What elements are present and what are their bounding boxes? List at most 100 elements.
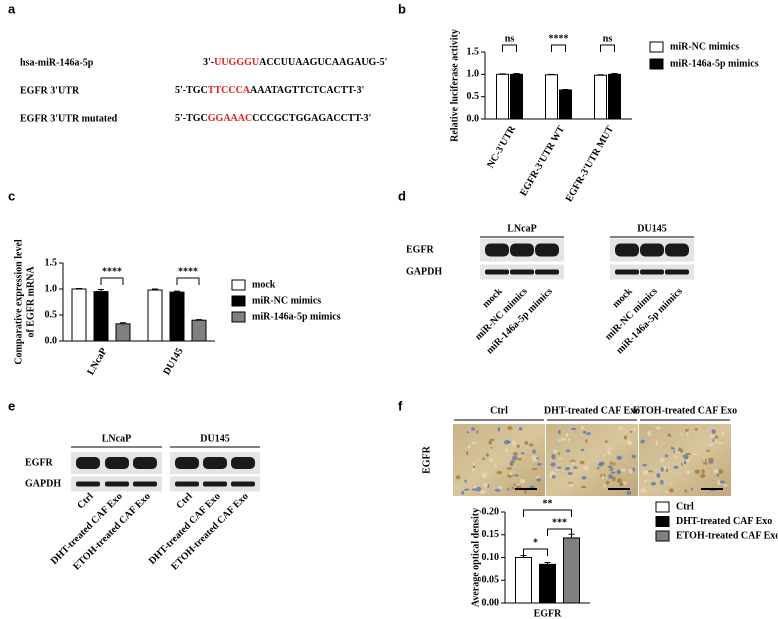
panel-label: a bbox=[8, 1, 16, 16]
significance-label: ns bbox=[603, 33, 613, 44]
blot-row-label: GAPDH bbox=[406, 266, 442, 277]
ihc-cell bbox=[490, 446, 493, 449]
bar bbox=[496, 73, 509, 120]
ihc-cell bbox=[532, 458, 538, 462]
ihc-cell bbox=[690, 487, 693, 491]
ihc-cell bbox=[515, 485, 522, 489]
sequence: 3'-UUGGGUACCUUAAGUCAAGAUG-5' bbox=[203, 57, 388, 68]
legend-label: mock bbox=[252, 279, 276, 290]
ihc-cell bbox=[700, 473, 706, 478]
ihc-cell bbox=[673, 455, 677, 458]
blot-band bbox=[231, 481, 255, 487]
significance-label: ** bbox=[543, 498, 553, 509]
error-bar bbox=[120, 322, 126, 324]
y-tick-label: 1.0 bbox=[45, 283, 58, 294]
ihc-cell bbox=[506, 488, 510, 491]
ihc-cell bbox=[565, 449, 571, 453]
ihc-cell bbox=[608, 474, 613, 479]
legend-swatch bbox=[655, 530, 670, 542]
ihc-cell bbox=[506, 467, 512, 470]
ihc-column-label: Ctrl bbox=[490, 405, 508, 416]
ihc-cell bbox=[520, 452, 525, 455]
ihc-cell bbox=[718, 469, 724, 474]
blot-band bbox=[535, 269, 559, 275]
ihc-cell bbox=[471, 441, 477, 444]
ihc-cell bbox=[711, 429, 716, 434]
error-bar bbox=[611, 72, 618, 75]
blot-band bbox=[231, 457, 255, 469]
error-bar bbox=[196, 319, 202, 321]
ihc-cell bbox=[642, 463, 647, 467]
ihc-cell bbox=[709, 434, 716, 439]
ihc-cell bbox=[511, 455, 518, 461]
x-tick-label: DU145 bbox=[161, 346, 185, 377]
significance-label: **** bbox=[178, 266, 198, 277]
significance-bracket bbox=[523, 548, 548, 556]
legend-label: Ctrl bbox=[676, 501, 694, 512]
ihc-cell bbox=[570, 427, 577, 431]
ihc-cell bbox=[707, 461, 714, 464]
ihc-cell bbox=[626, 490, 632, 495]
y-tick-label: 0.20 bbox=[482, 506, 500, 517]
error-bar bbox=[152, 288, 158, 291]
sequence-name: EGFR 3'UTR mutated bbox=[20, 113, 118, 124]
ihc-cell bbox=[708, 442, 714, 447]
y-tick-label: 0.10 bbox=[482, 552, 500, 563]
error-bar bbox=[174, 290, 180, 293]
sequence-name: EGFR 3'UTR bbox=[20, 85, 80, 96]
blot-row-label: GAPDH bbox=[25, 478, 61, 489]
sequence-name: hsa-miR-146a-5p bbox=[20, 57, 94, 68]
bar bbox=[594, 74, 607, 120]
ihc-cell bbox=[567, 438, 570, 442]
significance-bracket bbox=[600, 44, 615, 52]
significance-bracket bbox=[176, 277, 200, 285]
blot-group-title: DU145 bbox=[200, 433, 229, 444]
ihc-cell bbox=[631, 454, 636, 459]
ihc-cell bbox=[551, 454, 556, 459]
ihc-cell bbox=[471, 467, 475, 472]
ihc-cell bbox=[558, 457, 563, 460]
sequence: 5'-TGCGGAAACCCCGCTGGAGACCTT-3' bbox=[175, 113, 372, 124]
ihc-cell bbox=[659, 458, 665, 463]
legend-label: miR-NC mimics bbox=[252, 295, 321, 306]
legend-swatch bbox=[655, 516, 670, 527]
ihc-cell bbox=[475, 486, 482, 492]
ihc-cell bbox=[617, 426, 624, 431]
ihc-cell bbox=[609, 467, 614, 472]
blot-band bbox=[510, 243, 534, 257]
ihc-cell bbox=[633, 428, 636, 431]
bar bbox=[169, 291, 185, 342]
ihc-cell bbox=[667, 433, 672, 437]
legend-label: DHT-treated CAF Exo bbox=[676, 516, 772, 527]
blot-group-title: LNcaP bbox=[507, 223, 536, 234]
ihc-cell bbox=[611, 476, 616, 482]
legend-label: ETOH-treated CAF Exo bbox=[676, 530, 778, 541]
ihc-cell bbox=[686, 455, 689, 460]
sequence: 5'-TGCTTCCCAAAATAGTTCTCACTT-3' bbox=[175, 85, 365, 96]
ihc-cell bbox=[494, 463, 497, 469]
ihc-cell bbox=[557, 452, 561, 456]
ihc-cell bbox=[626, 440, 633, 446]
ihc-cell bbox=[684, 489, 688, 493]
ihc-cell bbox=[528, 443, 534, 447]
ihc-cell bbox=[606, 480, 610, 485]
y-tick-label: 0.05 bbox=[482, 575, 500, 586]
ihc-cell bbox=[694, 427, 699, 431]
y-tick-label: 1.5 bbox=[467, 46, 480, 57]
y-tick-label: 0.5 bbox=[45, 309, 58, 320]
ihc-cell bbox=[694, 469, 700, 475]
blot-band bbox=[105, 481, 129, 487]
ihc-cell bbox=[673, 465, 679, 469]
ihc-cell bbox=[471, 427, 475, 431]
ihc-cell bbox=[684, 428, 689, 432]
lane-label: Ctrl bbox=[174, 491, 194, 511]
ihc-cell bbox=[479, 490, 486, 494]
sequence-part: GGAAAC bbox=[208, 113, 252, 124]
ihc-cell bbox=[482, 457, 486, 460]
ihc-cell bbox=[532, 449, 536, 454]
ihc-cell bbox=[712, 438, 715, 443]
y-tick-label: 0.0 bbox=[467, 113, 480, 124]
ihc-cell bbox=[513, 483, 516, 487]
ihc-cell bbox=[670, 482, 673, 485]
